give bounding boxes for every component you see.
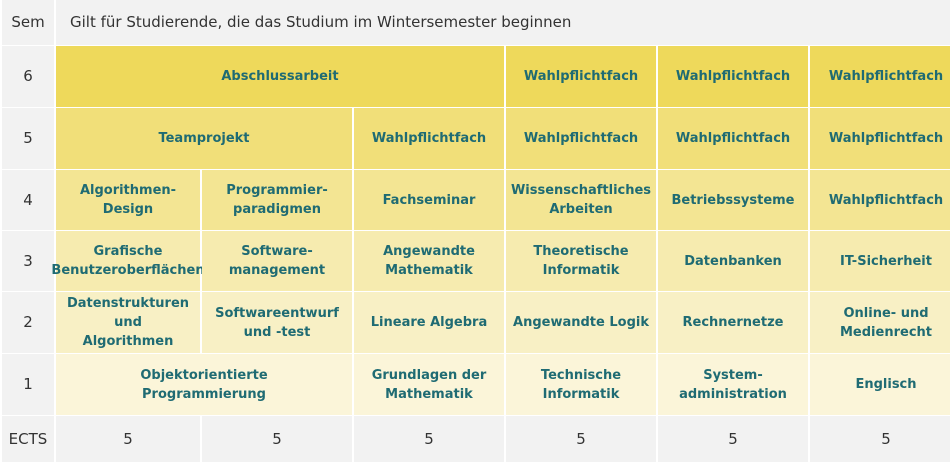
course-softwareentwurf-und-test: Softwareentwurf und -test (202, 292, 352, 353)
course-datenbanken: Datenbanken (658, 231, 808, 291)
course-fachseminar: Fachseminar (354, 170, 504, 230)
ects-value: 5 (658, 416, 808, 462)
course-objektorientierte-programmierung: Objektorientierte Programmierung (56, 354, 352, 415)
course-datenstrukturen-und-algorithmen: Datenstrukturen und Algorithmen (56, 292, 200, 353)
sem-1-label: 1 (2, 354, 54, 415)
course-betriebssysteme: Betriebssysteme (658, 170, 808, 230)
course-lineare-algebra: Lineare Algebra (354, 292, 504, 353)
course-softwaremanagement: Software-management (202, 231, 352, 291)
course-wahlpflichtfach: Wahlpflichtfach (810, 108, 950, 169)
course-it-sicherheit: IT-Sicherheit (810, 231, 950, 291)
course-rechnernetze: Rechnernetze (658, 292, 808, 353)
table-title: Gilt für Studierende, die das Studium im… (56, 0, 950, 45)
course-angewandte-mathematik: Angewandte Mathematik (354, 231, 504, 291)
course-wahlpflichtfach: Wahlpflichtfach (810, 170, 950, 230)
course-angewandte-logik: Angewandte Logik (506, 292, 656, 353)
ects-value: 5 (202, 416, 352, 462)
sem-2-label: 2 (2, 292, 54, 353)
course-englisch: Englisch (810, 354, 950, 415)
ects-label: ECTS (2, 416, 54, 462)
course-programmierparadigmen: Programmier-paradigmen (202, 170, 352, 230)
course-systemadministration: System-administration (658, 354, 808, 415)
course-technische-informatik: Technische Informatik (506, 354, 656, 415)
sem-header: Sem (2, 0, 54, 45)
course-teamprojekt: Teamprojekt (56, 108, 352, 169)
course-wahlpflichtfach: Wahlpflichtfach (506, 108, 656, 169)
course-wahlpflichtfach: Wahlpflichtfach (354, 108, 504, 169)
course-grafische-benutzeroberflaechen: Grafische Benutzeroberflächen (51, 231, 205, 291)
course-algorithmen-design: Algorithmen- Design (56, 170, 200, 230)
ects-value: 5 (56, 416, 200, 462)
sem-4-label: 4 (2, 170, 54, 230)
course-online-und-medienrecht: Online- und Medienrecht (810, 292, 950, 353)
sem-6-label: 6 (2, 46, 54, 107)
sem-5-label: 5 (2, 108, 54, 169)
course-abschlussarbeit: Abschlussarbeit (56, 46, 504, 107)
course-wahlpflichtfach: Wahlpflichtfach (658, 108, 808, 169)
sem-3-label: 3 (2, 231, 54, 291)
course-wahlpflichtfach: Wahlpflichtfach (658, 46, 808, 107)
course-theoretische-informatik: Theoretische Informatik (506, 231, 656, 291)
course-wissenschaftliches-arbeiten: Wissenschaftliches Arbeiten (506, 170, 656, 230)
ects-value: 5 (506, 416, 656, 462)
ects-value: 5 (810, 416, 950, 462)
course-wahlpflichtfach: Wahlpflichtfach (810, 46, 950, 107)
ects-value: 5 (354, 416, 504, 462)
course-wahlpflichtfach: Wahlpflichtfach (506, 46, 656, 107)
course-grundlagen-der-mathematik: Grundlagen der Mathematik (354, 354, 504, 415)
